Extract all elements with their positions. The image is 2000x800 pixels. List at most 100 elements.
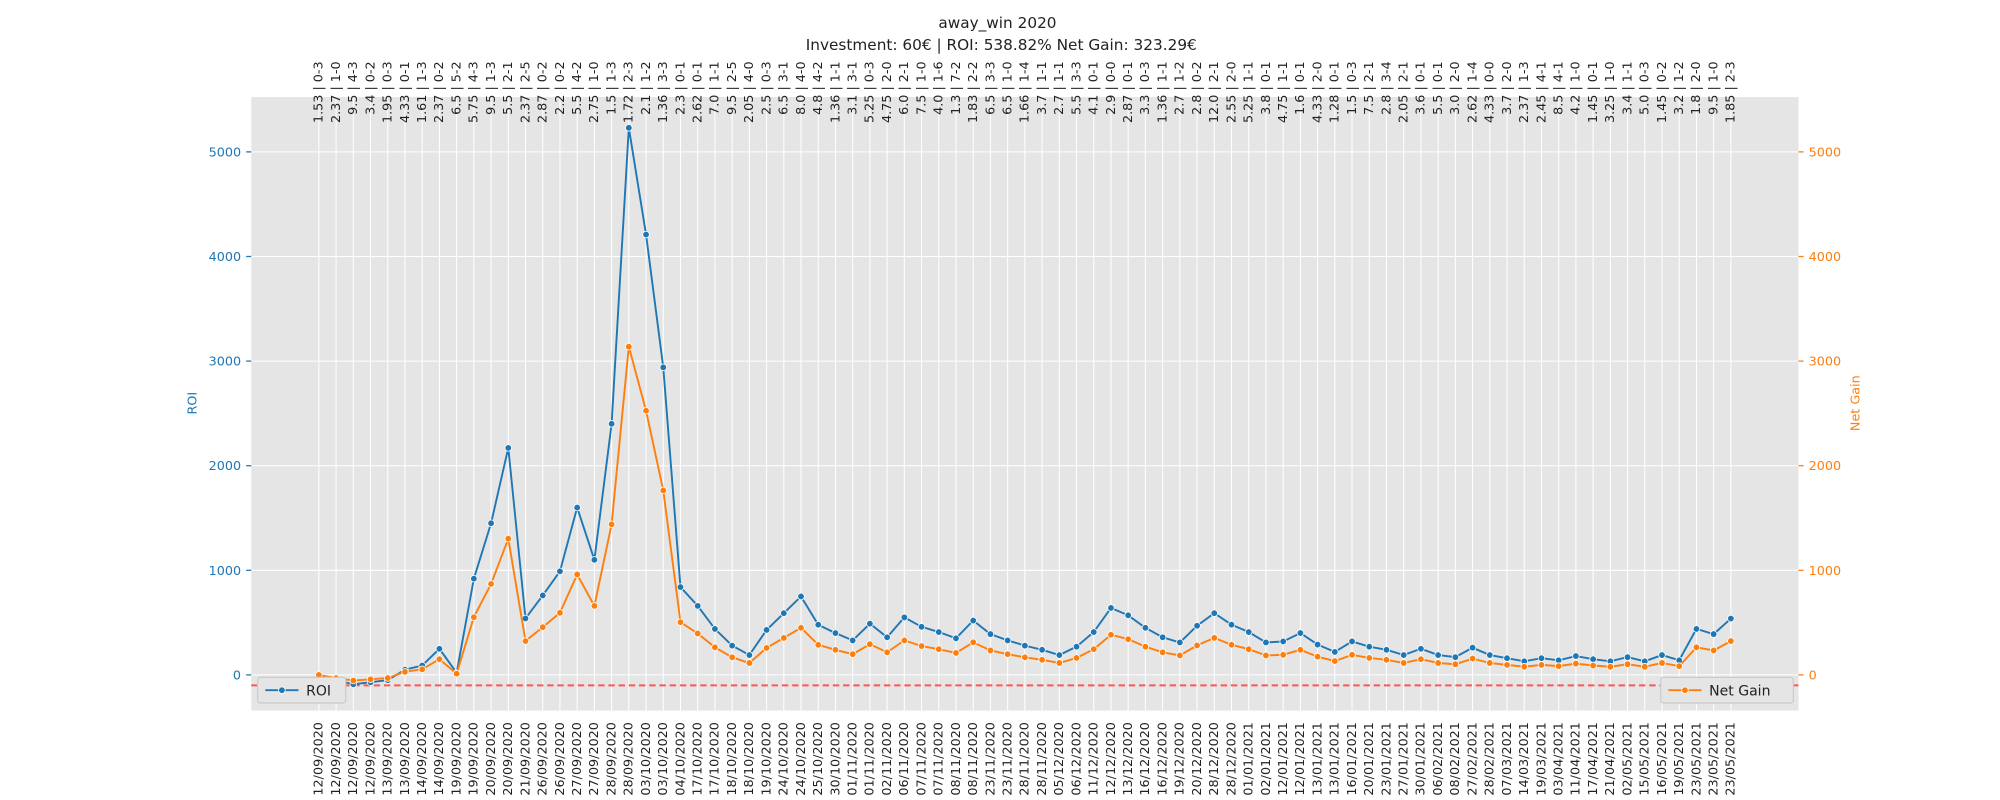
x-tick-label: 06/02/2021 [1431, 722, 1446, 796]
x-tick-label: 23/05/2021 [1689, 722, 1704, 796]
top-tick-label: 3.1 | 3-1 [846, 61, 861, 115]
top-tick-label: 2.62 | 0-1 [691, 61, 706, 123]
x-tick-label: 13/01/2021 [1328, 722, 1343, 796]
top-tick-label: 9.5 | 4-3 [346, 61, 361, 115]
x-tick-label: 08/11/2020 [966, 722, 981, 796]
top-tick-label: 3.0 | 2-0 [1448, 61, 1463, 115]
x-tick-label: 28/12/2020 [1207, 722, 1222, 796]
data-point [452, 669, 461, 678]
data-point [1589, 661, 1597, 670]
data-point [1038, 656, 1046, 664]
top-tick-label: 6.5 | 5-2 [449, 61, 464, 115]
data-point [883, 633, 891, 641]
data-point [952, 649, 960, 657]
top-tick-label: 1.53 | 0-3 [312, 61, 327, 123]
top-tick-label: 12.0 | 2-1 [1207, 61, 1222, 123]
top-tick-label: 4.75 | 1-1 [1276, 61, 1291, 123]
data-point [1090, 628, 1098, 636]
data-point [1434, 659, 1442, 667]
data-point [1709, 630, 1718, 638]
x-tick-label: 30/10/2020 [828, 722, 843, 796]
data-point [1124, 635, 1132, 643]
data-point [780, 609, 788, 617]
x-tick-label: 28/11/2020 [1035, 722, 1050, 796]
data-point [762, 644, 771, 652]
data-point [659, 363, 667, 372]
x-tick-label: 13/09/2020 [398, 722, 413, 796]
data-point [659, 486, 667, 495]
data-point [883, 648, 891, 657]
data-point [1365, 654, 1373, 662]
top-tick-label: 5.5 | 3-3 [1069, 61, 1084, 115]
y2-tick-label: 5000 [1809, 145, 1841, 160]
top-tick-label: 2.7 | 1-1 [1052, 61, 1067, 115]
data-point [1158, 648, 1167, 657]
data-point [1641, 663, 1649, 671]
data-point [728, 641, 736, 650]
data-point [1021, 641, 1029, 650]
top-tick-label: 2.1 | 1-2 [639, 61, 654, 115]
top-tick-label: 1.66 | 1-4 [1018, 61, 1033, 123]
data-point [1709, 646, 1718, 655]
x-tick-label: 12/01/2021 [1276, 722, 1291, 796]
y-tick-label: 4000 [209, 250, 241, 265]
top-tick-label: 3.6 | 0-1 [1414, 61, 1429, 115]
data-point [1227, 621, 1236, 629]
x-tick-label: 20/12/2020 [1190, 722, 1205, 796]
x-tick-label: 19/12/2020 [1173, 722, 1188, 796]
legend-box [257, 676, 347, 704]
data-point [435, 655, 444, 663]
data-point [470, 613, 478, 621]
data-point [1279, 637, 1287, 646]
data-point [1141, 642, 1150, 651]
top-tick-label: 2.8 | 0-2 [1190, 61, 1205, 115]
top-tick-label: 2.9 | 0-0 [1104, 61, 1119, 115]
data-point [1072, 642, 1081, 651]
top-tick-label: 1.85 | 2-3 [1724, 61, 1739, 123]
data-point [694, 629, 702, 638]
data-point [711, 643, 719, 651]
top-tick-label: 6.5 | 1-0 [1000, 61, 1015, 115]
data-point [1141, 624, 1150, 632]
data-point [1072, 654, 1081, 662]
data-point [1468, 644, 1477, 652]
top-tick-label: 2.45 | 4-1 [1534, 61, 1549, 123]
top-tick-label: 6.5 | 3-1 [777, 61, 792, 115]
x-tick-label: 27/02/2021 [1465, 722, 1480, 796]
top-tick-label: 2.8 | 3-4 [1379, 61, 1394, 115]
data-point [504, 535, 512, 543]
y-tick-label: 0 [233, 668, 241, 683]
data-point [573, 503, 581, 512]
data-point [1606, 663, 1615, 671]
x-tick-label: 14/09/2020 [432, 722, 447, 796]
x-tick-label: 12/09/2020 [329, 722, 344, 796]
data-point [625, 124, 633, 132]
data-point [1623, 653, 1632, 661]
top-tick-label: 1.95 | 0-3 [381, 61, 396, 123]
data-point [797, 624, 805, 632]
data-point [1227, 641, 1236, 649]
data-point [1572, 652, 1580, 660]
chart-subtitle: Investment: 60€ | ROI: 538.82% Net Gain:… [806, 36, 1197, 54]
legend-box [1660, 676, 1795, 704]
data-point [556, 609, 564, 617]
data-point [866, 640, 874, 648]
top-tick-label: 7.5 | 1-0 [914, 61, 929, 115]
top-tick-label: 1.28 | 0-1 [1328, 61, 1343, 123]
top-tick-label: 1.5 | 1-3 [604, 61, 619, 115]
top-tick-label: 4.33 | 2-0 [1310, 61, 1325, 123]
top-tick-label: 3.7 | 1-1 [1035, 61, 1050, 115]
x-tick-label: 27/01/2021 [1397, 722, 1412, 796]
data-point [1520, 663, 1528, 671]
data-point [1382, 656, 1391, 664]
data-point [521, 637, 530, 645]
data-point [969, 616, 977, 625]
data-point [1400, 651, 1408, 659]
data-point [1210, 609, 1218, 617]
x-tick-label: 20/09/2020 [484, 722, 499, 796]
x-tick-label: 26/09/2020 [536, 722, 551, 796]
top-tick-label: 5.0 | 0-3 [1638, 61, 1653, 115]
x-tick-label: 03/04/2021 [1552, 722, 1567, 796]
top-tick-label: 3.8 | 0-1 [1259, 61, 1274, 115]
